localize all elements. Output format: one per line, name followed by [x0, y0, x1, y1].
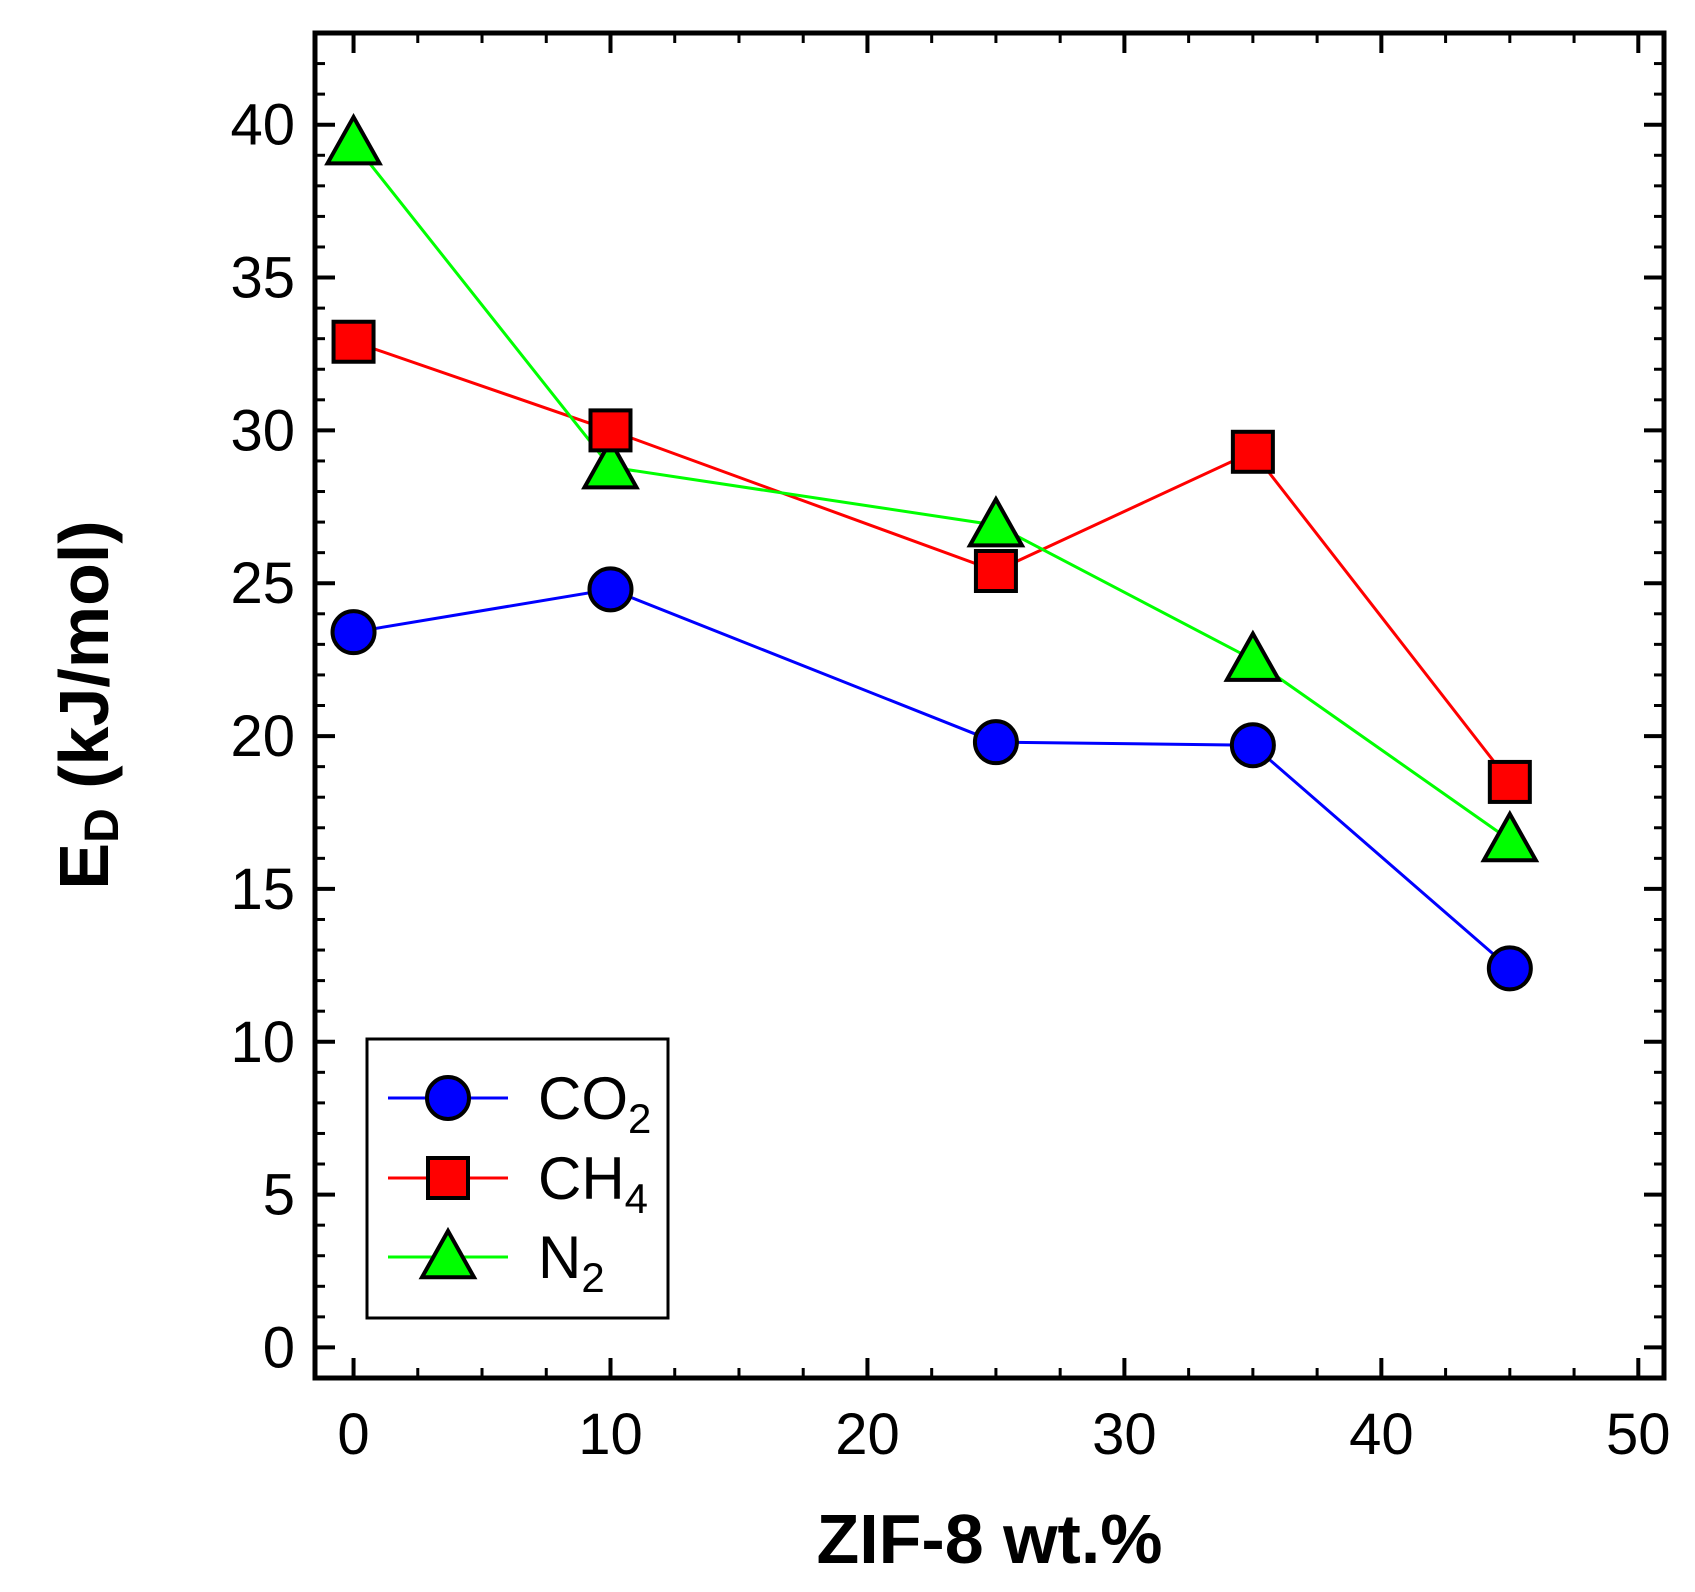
y-axis-title-subscript: D [76, 808, 129, 843]
legend-label-subscript: 2 [628, 1095, 651, 1142]
y-tick-label: 10 [230, 1010, 295, 1075]
x-tick-label: 50 [1606, 1402, 1671, 1467]
y-tick-label: 35 [230, 246, 295, 311]
y-tick-label: 5 [263, 1163, 295, 1228]
series-markers [324, 112, 1540, 992]
y-axis-title-main: E [45, 843, 123, 890]
data-point-co2 [972, 719, 1019, 766]
y-tick-label: 15 [230, 857, 295, 922]
x-tick-label: 10 [578, 1402, 643, 1467]
y-tick-label: 0 [263, 1315, 295, 1380]
plot-frame [312, 30, 1667, 1381]
data-point-n2 [966, 495, 1026, 548]
legend-marker-n2 [418, 1226, 478, 1280]
y-tick-label: 20 [230, 704, 295, 769]
legend-label-main: CO [538, 1065, 628, 1132]
y-axis-title-unit: (kJ/mol) [45, 520, 123, 808]
x-tick-label: 30 [1092, 1402, 1157, 1467]
x-tick-label: 20 [835, 1402, 900, 1467]
data-point-n2 [1480, 809, 1540, 863]
legend-marker-ch4 [426, 1156, 470, 1200]
legend-label-subscript: 2 [581, 1254, 604, 1301]
data-point-ch4 [973, 549, 1018, 593]
data-point-ch4 [331, 319, 376, 364]
legend-label-co2: CO2 [538, 1065, 651, 1142]
legend-label-n2: N2 [538, 1224, 605, 1301]
data-point-co2 [1486, 945, 1533, 992]
y-tick-label: 40 [230, 93, 295, 158]
y-tick-label: 25 [230, 551, 295, 616]
series-lines [352, 142, 1511, 970]
series-line-n2 [352, 142, 1511, 842]
legend-marker-co2 [425, 1075, 471, 1121]
data-point-ch4 [588, 408, 633, 453]
legend-item-ch4: CH4 [388, 1145, 648, 1222]
data-point-n2 [581, 436, 640, 490]
legend-label-subscript: 4 [625, 1175, 648, 1222]
data-point-ch4 [1230, 429, 1275, 474]
series-line-co2 [353, 587, 1511, 970]
legend-label-main: N [538, 1224, 581, 1291]
x-tick-label: 40 [1349, 1402, 1414, 1467]
data-point-co2 [1229, 722, 1276, 769]
data-point-n2 [324, 112, 383, 166]
data-point-ch4 [1487, 759, 1532, 804]
data-point-co2 [330, 609, 377, 656]
y-tick-label: 30 [230, 398, 295, 463]
legend-label-main: CH [538, 1145, 625, 1212]
y-axis-title: ED (kJ/mol) [45, 520, 129, 889]
x-axis-title: ZIF-8 wt.% [816, 1500, 1162, 1578]
legend-label-ch4: CH4 [538, 1145, 648, 1222]
legend-item-n2: N2 [388, 1224, 605, 1301]
legend-item-co2: CO2 [388, 1065, 651, 1142]
tick-labels: 0 10 20 30 40 50 0 5 10 15 20 25 30 35 40 [230, 93, 1670, 1467]
data-point-n2 [1223, 629, 1283, 682]
data-point-co2 [587, 566, 634, 613]
x-tick-label: 0 [337, 1402, 369, 1467]
